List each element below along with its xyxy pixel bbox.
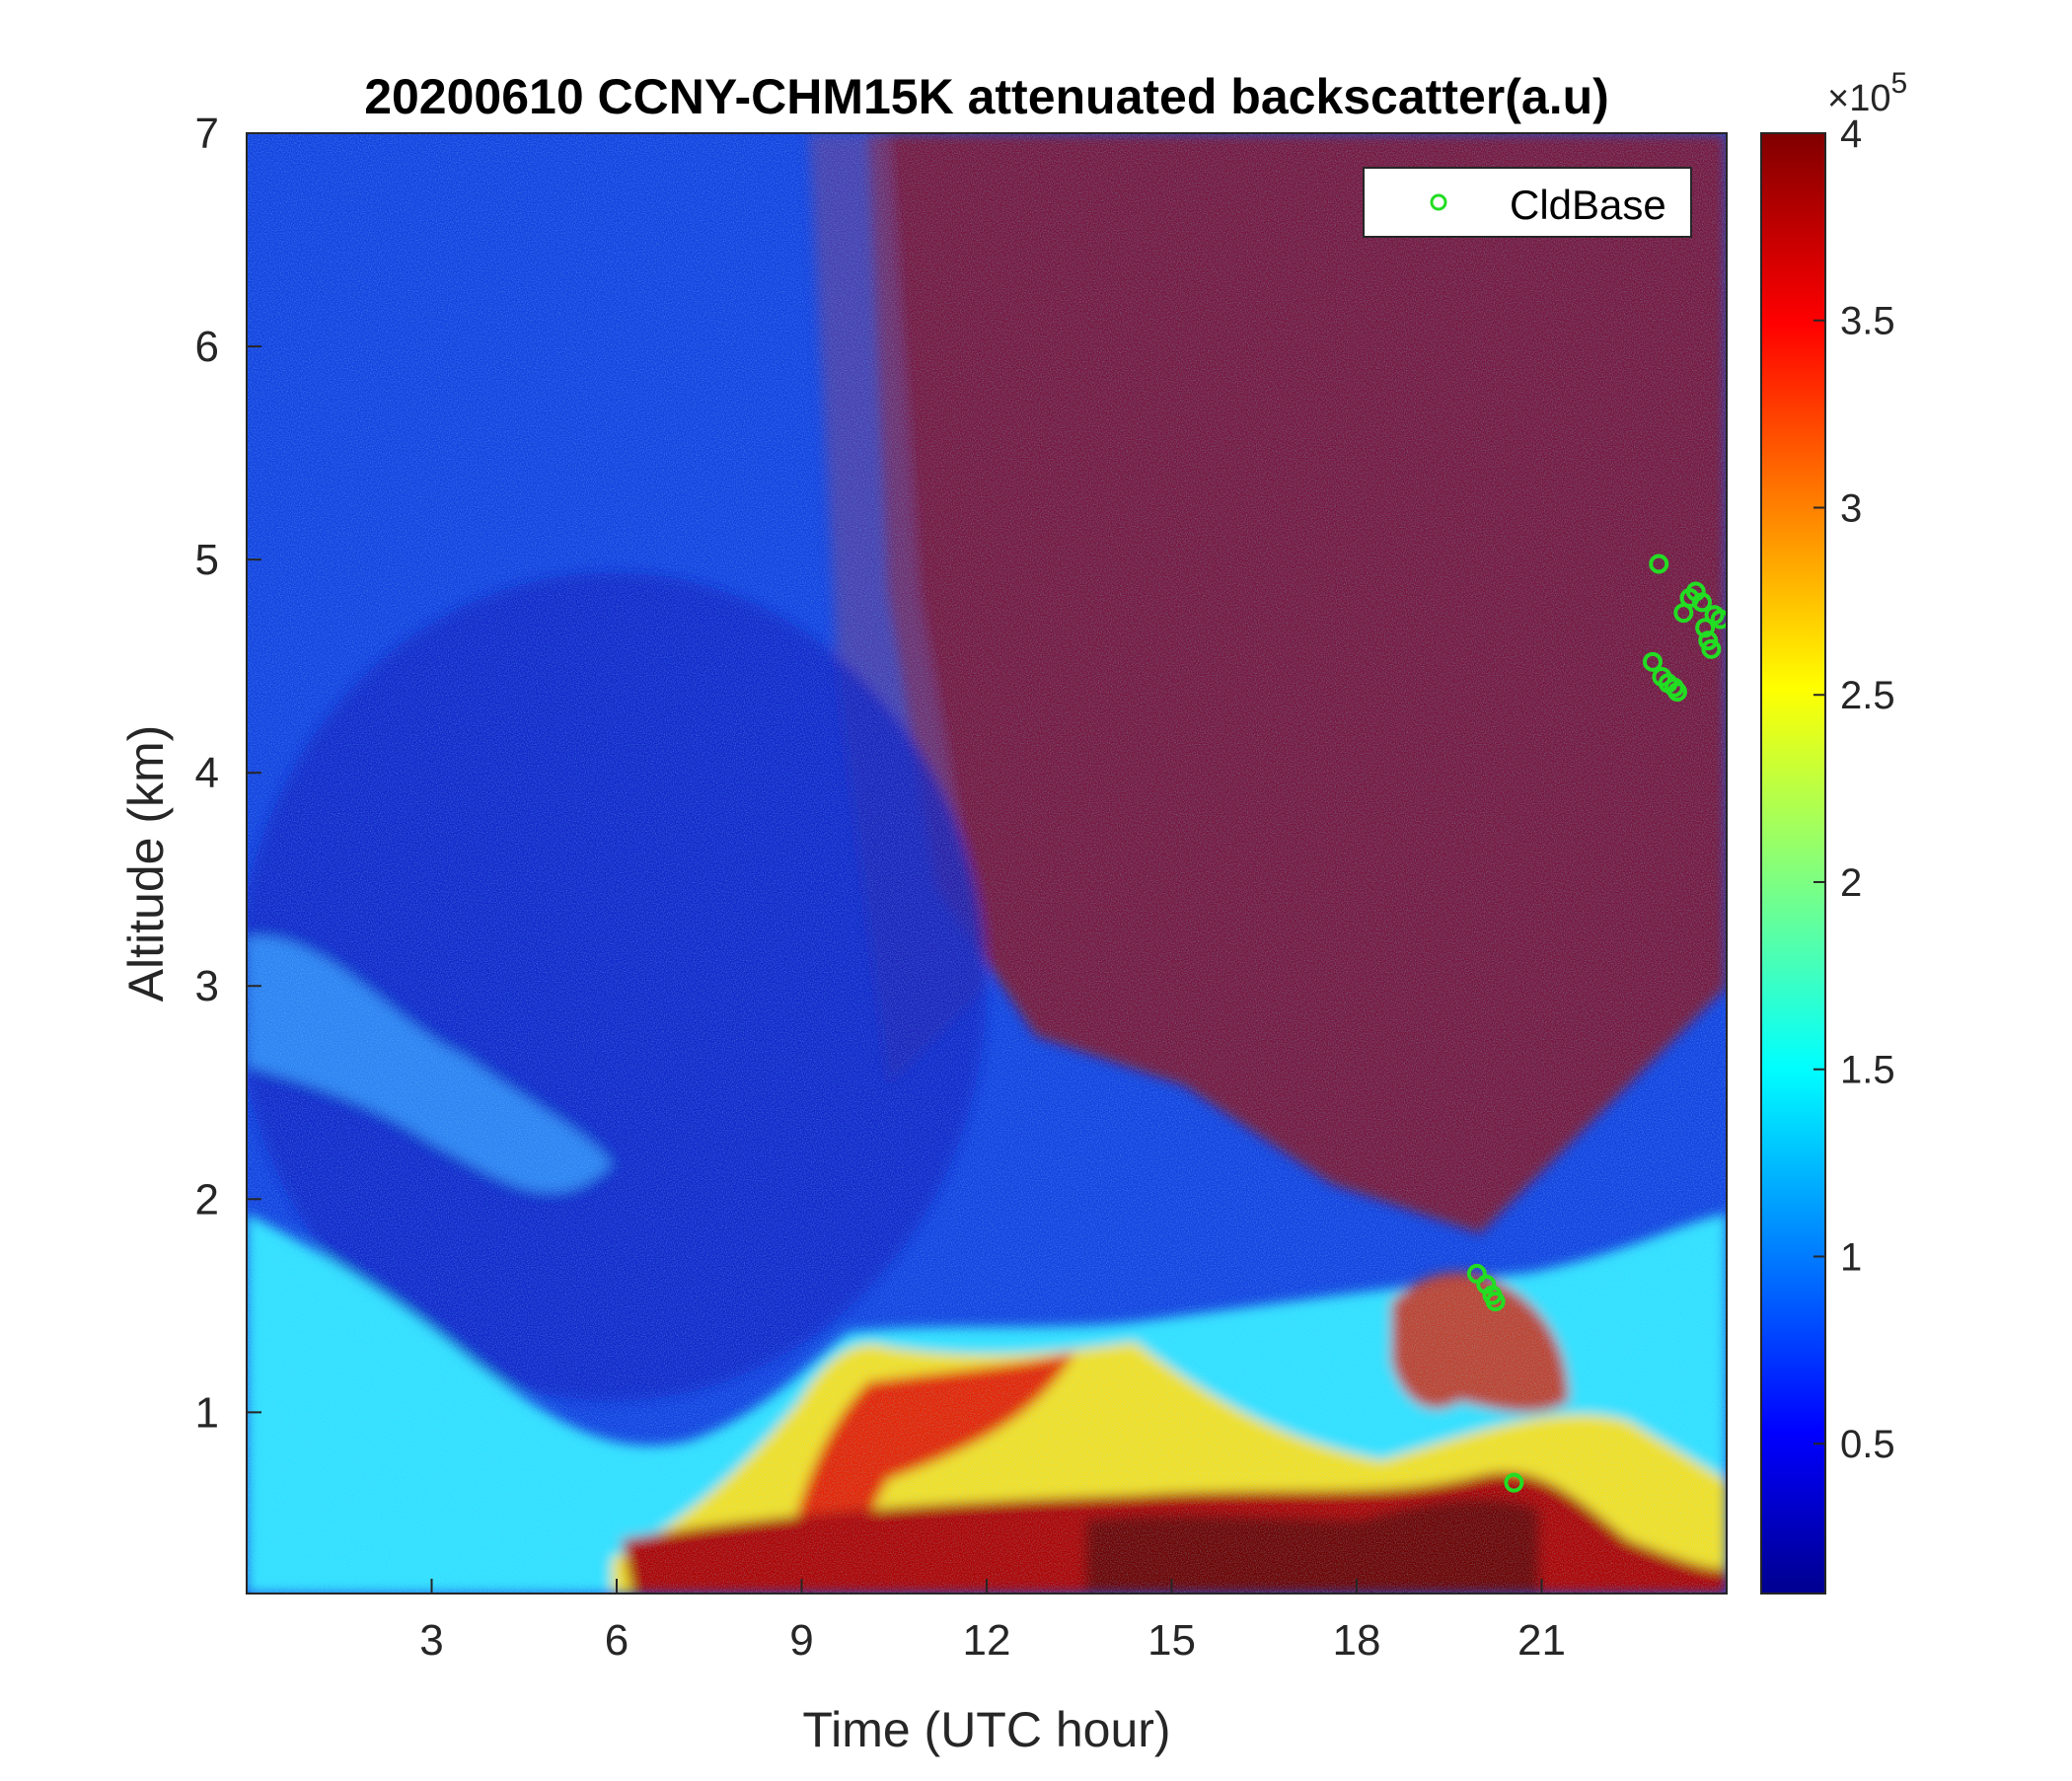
cldbase-point [1710,609,1727,630]
colorbar-tick-label: 4 [1840,112,1862,156]
colorbar-exponent-prefix: ×10 [1827,78,1890,119]
colorbar-gradient [1760,132,1826,1595]
colorbar: 0.5 1 1.5 2 2.5 3 3.5 4 ×105 [1760,67,1907,1595]
x-axis-label: Time (UTC hour) [802,1702,1170,1757]
colorbar-ticks: 0.5 1 1.5 2 2.5 3 3.5 4 [1813,112,1895,1466]
colorbar-exponent-power: 5 [1890,67,1907,100]
y-tick-label: 7 [195,110,219,158]
y-tick-label: 3 [195,962,219,1010]
y-tick-label: 4 [195,749,219,797]
y-axis: 1 2 3 4 5 6 7 [195,110,261,1437]
y-tick-label: 6 [195,323,219,371]
legend: CldBase [1363,167,1692,238]
plot-area [247,133,1727,1594]
cldbase-point [1649,554,1669,574]
colorbar-tick-label: 0.5 [1840,1423,1895,1466]
x-tick-label: 15 [1147,1616,1196,1665]
cldbase-point [1695,618,1716,638]
legend-box [1363,167,1692,238]
cldbase-point [1643,651,1663,672]
x-tick-label: 12 [963,1616,1011,1665]
cldbase-point [1692,592,1712,613]
noise-texture [247,133,1727,1594]
colorbar-tick-label: 3.5 [1840,300,1895,343]
colorbar-tick-label: 2 [1840,861,1862,905]
colorbar-tick-label: 2.5 [1840,674,1895,717]
cldbase-point [1701,638,1722,659]
colorbar-tick-label: 3 [1840,486,1862,530]
y-tick-label: 2 [195,1175,219,1224]
legend-marker-cldbase [1430,193,1447,211]
cldbase-point [1485,1292,1506,1311]
chart-title: 20200610 CCNY-CHM15K attenuated backscat… [364,69,1609,124]
x-tick-label: 9 [789,1616,813,1665]
legend-label-cldbase: CldBase [1510,182,1666,228]
x-tick-label: 21 [1517,1616,1566,1665]
colorbar-tick-label: 1.5 [1840,1049,1895,1092]
x-tick-label: 18 [1333,1616,1381,1665]
x-axis: 3 6 9 12 15 18 21 [419,1579,1566,1665]
y-tick-label: 5 [195,536,219,584]
colorbar-tick-label: 1 [1840,1235,1862,1279]
x-tick-label: 3 [419,1616,443,1665]
cldbase-points [1466,554,1727,1493]
colorbar-exponent: ×105 [1827,67,1907,119]
y-axis-label: Altitude (km) [118,725,174,1002]
y-tick-label: 1 [195,1388,219,1437]
cldbase-point [1667,682,1687,703]
x-tick-label: 6 [605,1616,629,1665]
cldbase-point [1504,1472,1524,1493]
